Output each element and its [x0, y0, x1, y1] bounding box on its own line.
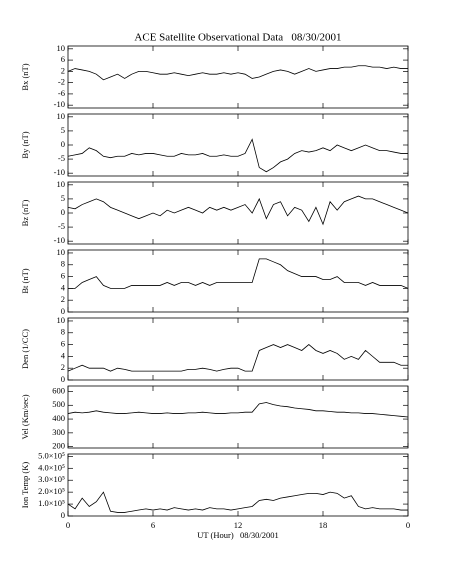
y-tick-label: 1.0×10⁵ [38, 498, 65, 508]
panel-frame [67, 113, 409, 177]
y-axis-label: By (nT) [20, 131, 30, 158]
y-tick-label: 6 [61, 339, 65, 349]
data-line [67, 402, 409, 418]
data-line [67, 138, 408, 173]
y-tick-label: 2 [61, 65, 65, 75]
y-tick-label: 8 [61, 259, 65, 269]
panel-frame [67, 385, 409, 449]
panel-frame [67, 453, 409, 517]
y-tick-label: 2 [61, 362, 65, 372]
chart-title: ACE Satellite Observational Data 08/30/2… [134, 32, 341, 44]
y-tick-label: 6 [61, 271, 65, 281]
y-tick-label: 10 [57, 247, 66, 257]
x-tick-label: 0 [406, 520, 410, 530]
x-tick-label: 0 [66, 520, 70, 530]
panel-frame [67, 45, 409, 109]
data-line [67, 195, 409, 226]
y-axis-label: Bx (nT) [20, 63, 30, 90]
y-axis-label: Bt (nT) [20, 268, 30, 293]
y-tick-label: 0 [61, 374, 65, 384]
y-tick-label: 600 [52, 385, 65, 395]
x-tick-label: 18 [319, 520, 328, 530]
data-line [67, 344, 408, 372]
y-tick-label: 5 [61, 125, 65, 135]
y-tick-label: 4.0×10⁵ [38, 462, 65, 472]
y-tick-label: -5 [58, 221, 65, 231]
y-tick-label: 200 [52, 441, 65, 451]
data-line [68, 258, 409, 289]
y-axis-label: Den (1/CC) [20, 329, 30, 369]
x-axis-label: UT (Hour) 08/30/2001 [197, 530, 279, 540]
y-tick-label: 5 [61, 193, 65, 203]
y-axis-label: Bz (nT) [20, 199, 30, 226]
y-tick-label: 0 [61, 139, 65, 149]
y-tick-label: -10 [54, 167, 65, 177]
y-tick-label: 3.0×10⁵ [38, 474, 65, 484]
panel-frame [67, 181, 409, 245]
y-tick-label: 0 [61, 306, 65, 316]
y-axis-label: Vel (Km/sec) [20, 394, 30, 439]
data-line [67, 65, 408, 81]
y-tick-label: 400 [52, 413, 65, 423]
y-tick-label: 0 [61, 207, 65, 217]
x-tick-label: 6 [151, 520, 155, 530]
y-axis-label: Ion Temp (K) [20, 462, 30, 509]
y-tick-label: 2.0×10⁵ [38, 486, 65, 496]
y-tick-label: 10 [57, 43, 66, 53]
y-tick-label: -2 [58, 77, 65, 87]
y-tick-label: 8 [61, 327, 65, 337]
y-tick-label: -10 [54, 99, 65, 109]
y-tick-label: 4 [61, 350, 66, 360]
y-tick-label: 300 [52, 427, 65, 437]
data-line [67, 491, 408, 513]
y-tick-label: 10 [57, 111, 66, 121]
y-tick-label: 500 [52, 399, 65, 409]
y-tick-label: -5 [58, 153, 65, 163]
y-tick-label: -10 [54, 235, 65, 245]
y-tick-label: 0 [61, 510, 65, 520]
y-tick-label: 4 [61, 282, 66, 292]
panel-frame [67, 317, 409, 381]
y-tick-label: -6 [58, 88, 65, 98]
y-tick-label: 10 [57, 315, 66, 325]
y-tick-label: 6 [61, 54, 65, 64]
y-tick-label: 2 [61, 294, 65, 304]
y-tick-label: 5.0×10⁵ [38, 450, 65, 460]
panel-frame [67, 249, 409, 313]
x-tick-label: 12 [234, 520, 243, 530]
y-tick-label: 10 [57, 179, 66, 189]
